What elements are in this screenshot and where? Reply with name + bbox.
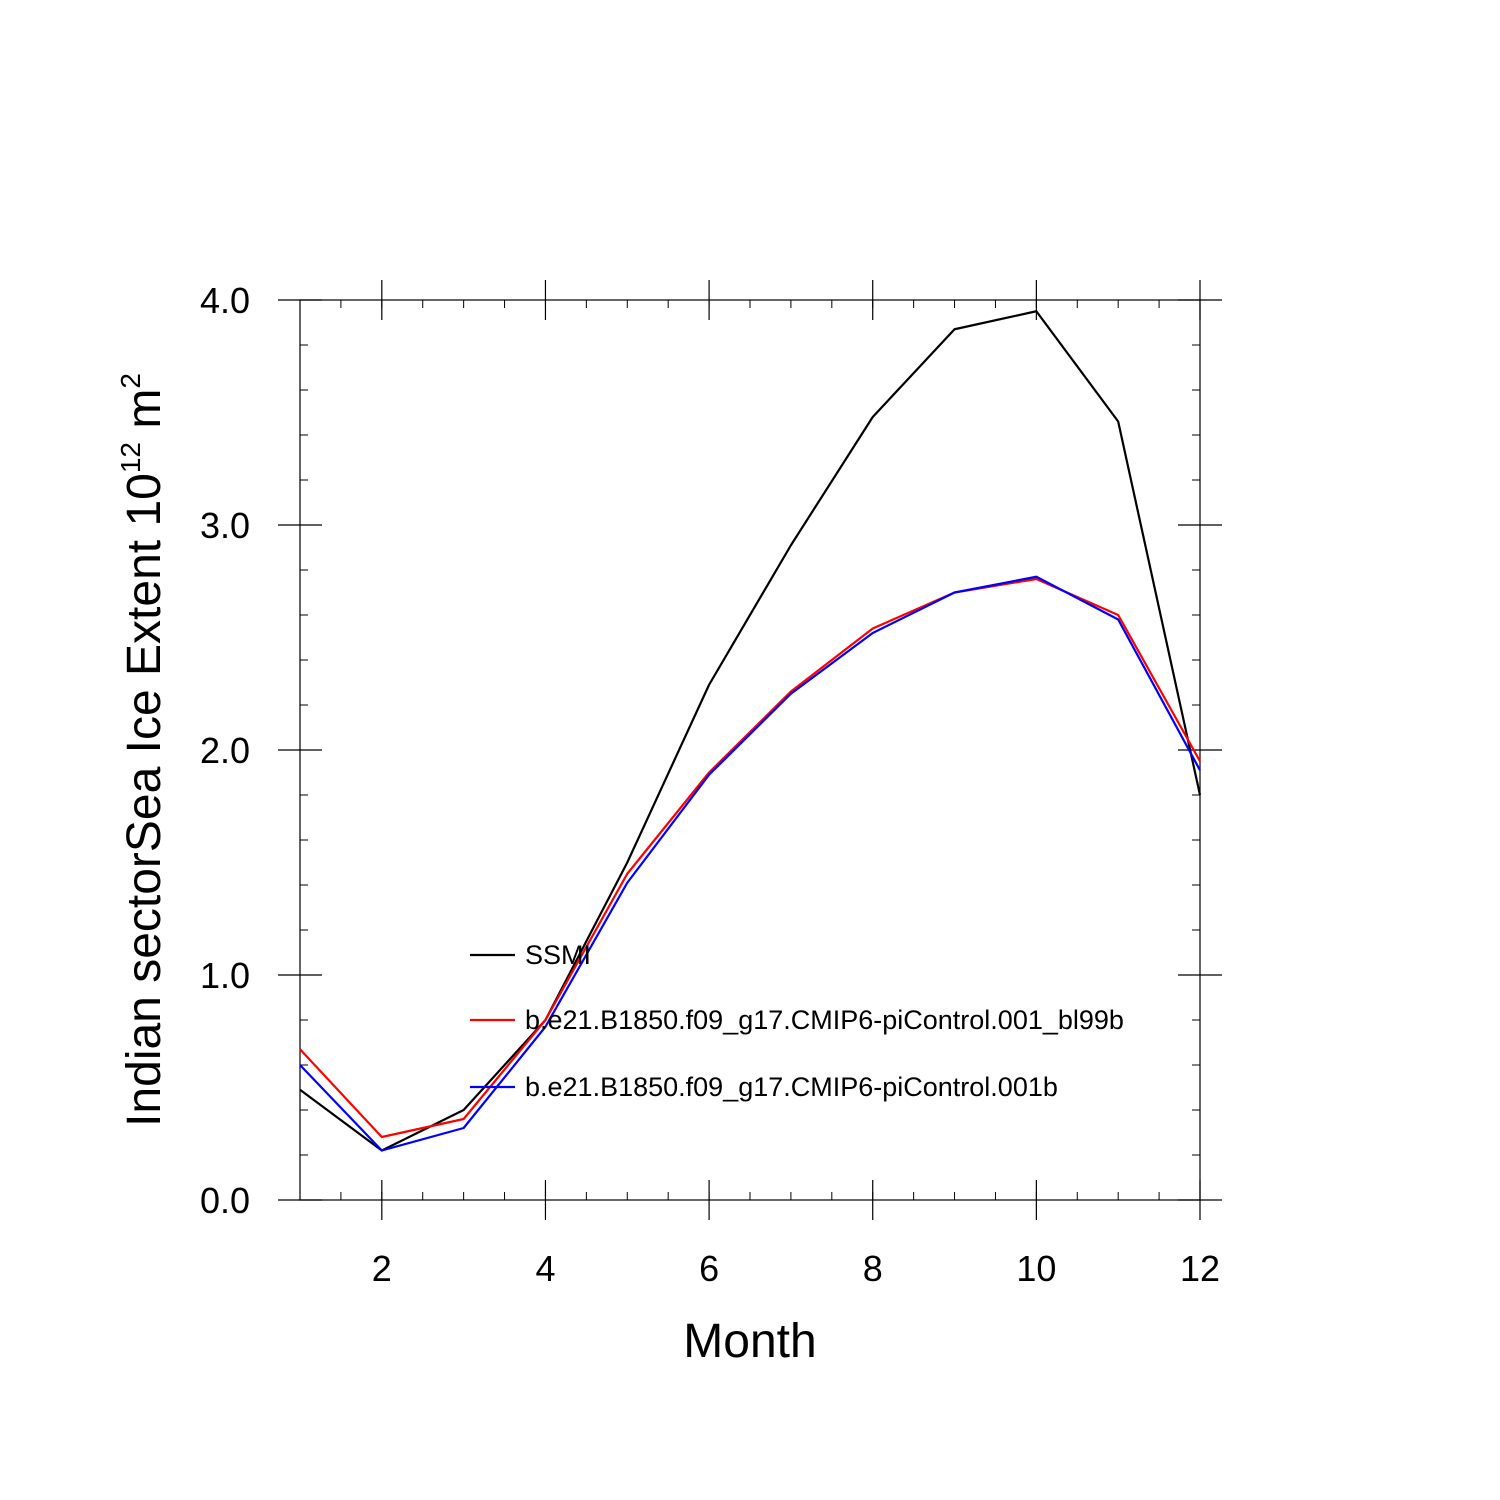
y-tick-label: 0.0 bbox=[200, 1180, 250, 1221]
y-tick-label: 3.0 bbox=[200, 505, 250, 546]
series-line bbox=[299, 577, 1201, 1139]
y-axis-label-main: Indian sectorSea Ice Extent 10 bbox=[118, 473, 171, 1127]
legend-label: b.e21.B1850.f09_g17.CMIP6-piControl.001_… bbox=[525, 1005, 1124, 1035]
x-tick-label: 6 bbox=[699, 1248, 719, 1289]
y-axis-label-exponent: 12 bbox=[115, 442, 146, 473]
plot-frame bbox=[299, 299, 1201, 1201]
legend-label: SSMI bbox=[525, 940, 591, 970]
series-line bbox=[299, 575, 1201, 1152]
x-tick-label: 10 bbox=[1016, 1248, 1056, 1289]
y-tick-label: 4.0 bbox=[200, 280, 250, 321]
y-tick-label: 1.0 bbox=[200, 955, 250, 996]
minor-ticks bbox=[299, 299, 1201, 1201]
y-tick-labels: 0.0 1.0 2.0 3.0 4.0 bbox=[200, 280, 250, 1221]
legend: SSMI b.e21.B1850.f09_g17.CMIP6-piControl.… bbox=[470, 940, 1124, 1102]
x-tick-label: 4 bbox=[535, 1248, 555, 1289]
y-tick-label: 2.0 bbox=[200, 730, 250, 771]
y-axis-label-unit: m bbox=[118, 389, 171, 442]
y-axis-label-unit-exponent: 2 bbox=[115, 373, 146, 389]
legend-label: b.e21.B1850.f09_g17.CMIP6-piControl.001b bbox=[525, 1072, 1058, 1102]
series-line bbox=[299, 310, 1202, 1152]
x-tick-label: 2 bbox=[372, 1248, 392, 1289]
y-axis-label: Indian sectorSea Ice Extent 1012 m2 bbox=[115, 373, 171, 1127]
series-lines bbox=[299, 310, 1202, 1152]
x-tick-label: 12 bbox=[1180, 1248, 1220, 1289]
x-tick-label: 8 bbox=[863, 1248, 883, 1289]
x-axis-label: Month bbox=[683, 1315, 816, 1368]
major-ticks bbox=[278, 280, 1222, 1220]
x-tick-labels: 2 4 6 8 10 12 bbox=[372, 1248, 1220, 1289]
